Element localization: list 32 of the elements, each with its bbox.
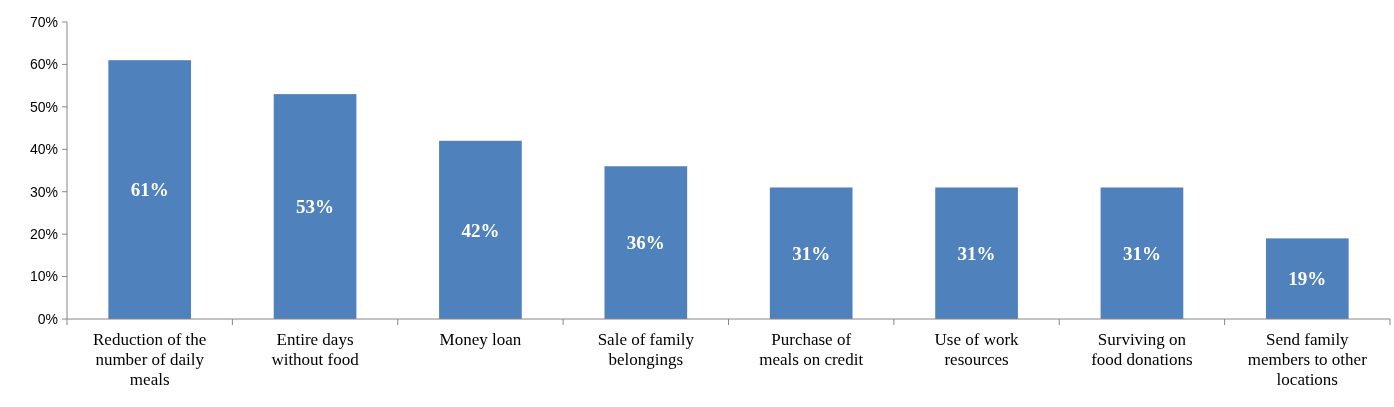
y-tick-label: 40% <box>29 141 58 158</box>
x-tick-label: Send family members to other locations <box>1247 330 1368 389</box>
data-label: 53% <box>296 196 335 218</box>
bar <box>1265 238 1349 319</box>
data-label: 61% <box>130 179 169 201</box>
y-tick-label: 70% <box>29 13 58 30</box>
y-tick-label: 10% <box>29 268 58 285</box>
y-tick-label: 20% <box>29 226 58 243</box>
data-label: 31% <box>957 242 996 264</box>
x-tick-label: Reduction of the number of daily meals <box>93 330 207 389</box>
bar <box>108 60 192 319</box>
bar <box>769 187 853 319</box>
data-label: 19% <box>1288 268 1327 290</box>
bar <box>1100 187 1184 319</box>
x-tick-label: Surviving on food donations <box>1091 330 1193 369</box>
y-tick-label: 50% <box>29 98 58 115</box>
data-label: 31% <box>1122 242 1161 264</box>
bar <box>604 166 688 319</box>
x-tick-label: Purchase of meals on credit <box>759 330 864 369</box>
data-label: 31% <box>792 242 831 264</box>
x-tick-label: Sale of family belongings <box>597 330 695 369</box>
x-tick-label: Money loan <box>439 330 522 349</box>
y-tick-label: 30% <box>29 183 58 200</box>
data-label: 42% <box>461 219 500 241</box>
data-label: 36% <box>626 232 665 254</box>
bar <box>935 187 1018 319</box>
x-tick-label: Use of work resources <box>934 330 1020 369</box>
bar <box>273 94 357 319</box>
y-tick-label: 60% <box>29 56 58 73</box>
bar <box>439 140 522 319</box>
y-tick-label: 0% <box>37 310 58 327</box>
x-tick-label: Entire days without food <box>271 330 360 369</box>
